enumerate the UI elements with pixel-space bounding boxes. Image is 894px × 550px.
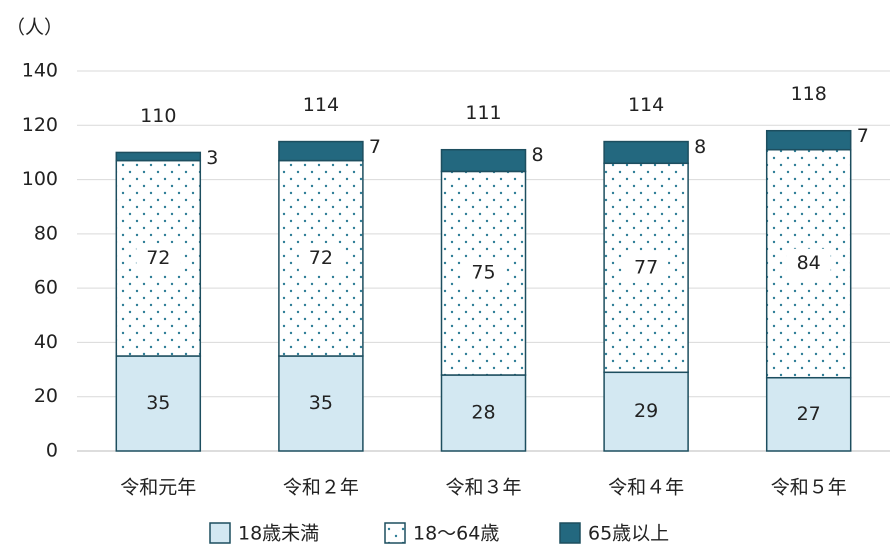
value-label: 35 bbox=[146, 392, 170, 414]
y-unit: （人） bbox=[6, 17, 63, 39]
total-label: 118 bbox=[791, 83, 827, 105]
value-label: 28 bbox=[471, 402, 495, 424]
value-label: 77 bbox=[634, 256, 658, 278]
value-label: 7 bbox=[369, 136, 381, 158]
value-label: 8 bbox=[532, 144, 544, 166]
total-label: 111 bbox=[465, 102, 501, 124]
legend-label: 18〜64歳 bbox=[413, 523, 499, 545]
bar-segment bbox=[278, 140, 364, 162]
bar-segment bbox=[603, 140, 689, 165]
value-label-bg bbox=[298, 243, 343, 274]
x-tick-label: 令和２年 bbox=[283, 477, 359, 499]
value-label: 29 bbox=[634, 400, 658, 422]
value-label: 27 bbox=[797, 403, 821, 425]
bar-segment bbox=[115, 151, 202, 162]
y-tick-label: 80 bbox=[34, 222, 58, 244]
legend-swatch bbox=[559, 522, 581, 544]
bar-segment bbox=[440, 374, 527, 452]
y-tick-label: 0 bbox=[46, 440, 58, 462]
y-tick-label: 40 bbox=[34, 331, 58, 353]
total-label: 114 bbox=[628, 94, 664, 116]
value-label-bg bbox=[624, 252, 669, 283]
y-tick-label: 140 bbox=[22, 60, 58, 82]
x-tick-label: 令和４年 bbox=[608, 477, 684, 499]
legend-swatch bbox=[209, 522, 231, 544]
value-label-bg bbox=[461, 258, 506, 289]
bar-segment bbox=[603, 162, 689, 374]
legend-label: 65歳以上 bbox=[588, 523, 669, 545]
bar-segment bbox=[765, 129, 852, 151]
value-label: 3 bbox=[206, 147, 218, 169]
legend-label: 18歳未満 bbox=[238, 523, 319, 545]
x-tick-label: 令和５年 bbox=[771, 477, 847, 499]
y-tick-label: 100 bbox=[22, 168, 58, 190]
value-label-bg bbox=[786, 248, 831, 279]
y-tick-label: 60 bbox=[34, 277, 58, 299]
bar-segment bbox=[278, 355, 364, 452]
legend-swatch bbox=[384, 522, 406, 544]
total-label: 114 bbox=[303, 94, 339, 116]
value-label: 84 bbox=[797, 252, 821, 274]
value-label: 72 bbox=[309, 247, 333, 269]
value-label-bg bbox=[136, 243, 181, 274]
value-label: 72 bbox=[146, 247, 170, 269]
y-tick-label: 120 bbox=[22, 114, 58, 136]
value-label: 35 bbox=[309, 392, 333, 414]
value-label: 7 bbox=[857, 125, 869, 147]
bar-segment bbox=[440, 148, 527, 173]
y-tick-label: 20 bbox=[34, 385, 58, 407]
x-tick-label: 令和３年 bbox=[445, 477, 521, 499]
bar-segment bbox=[765, 376, 852, 452]
total-label: 110 bbox=[140, 105, 176, 127]
x-tick-label: 令和元年 bbox=[120, 477, 196, 499]
bar-segment bbox=[115, 355, 202, 452]
value-label: 8 bbox=[694, 136, 706, 158]
value-label: 75 bbox=[471, 262, 495, 284]
